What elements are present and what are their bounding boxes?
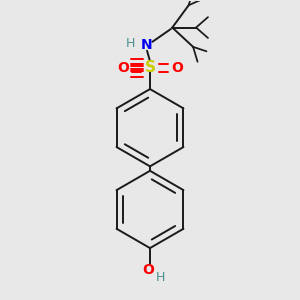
Text: N: N [141, 38, 153, 52]
Text: O: O [117, 61, 129, 75]
Text: H: H [126, 38, 135, 50]
Text: O: O [171, 61, 183, 75]
Text: O: O [142, 263, 154, 278]
Text: S: S [145, 60, 155, 75]
Text: H: H [156, 271, 165, 284]
